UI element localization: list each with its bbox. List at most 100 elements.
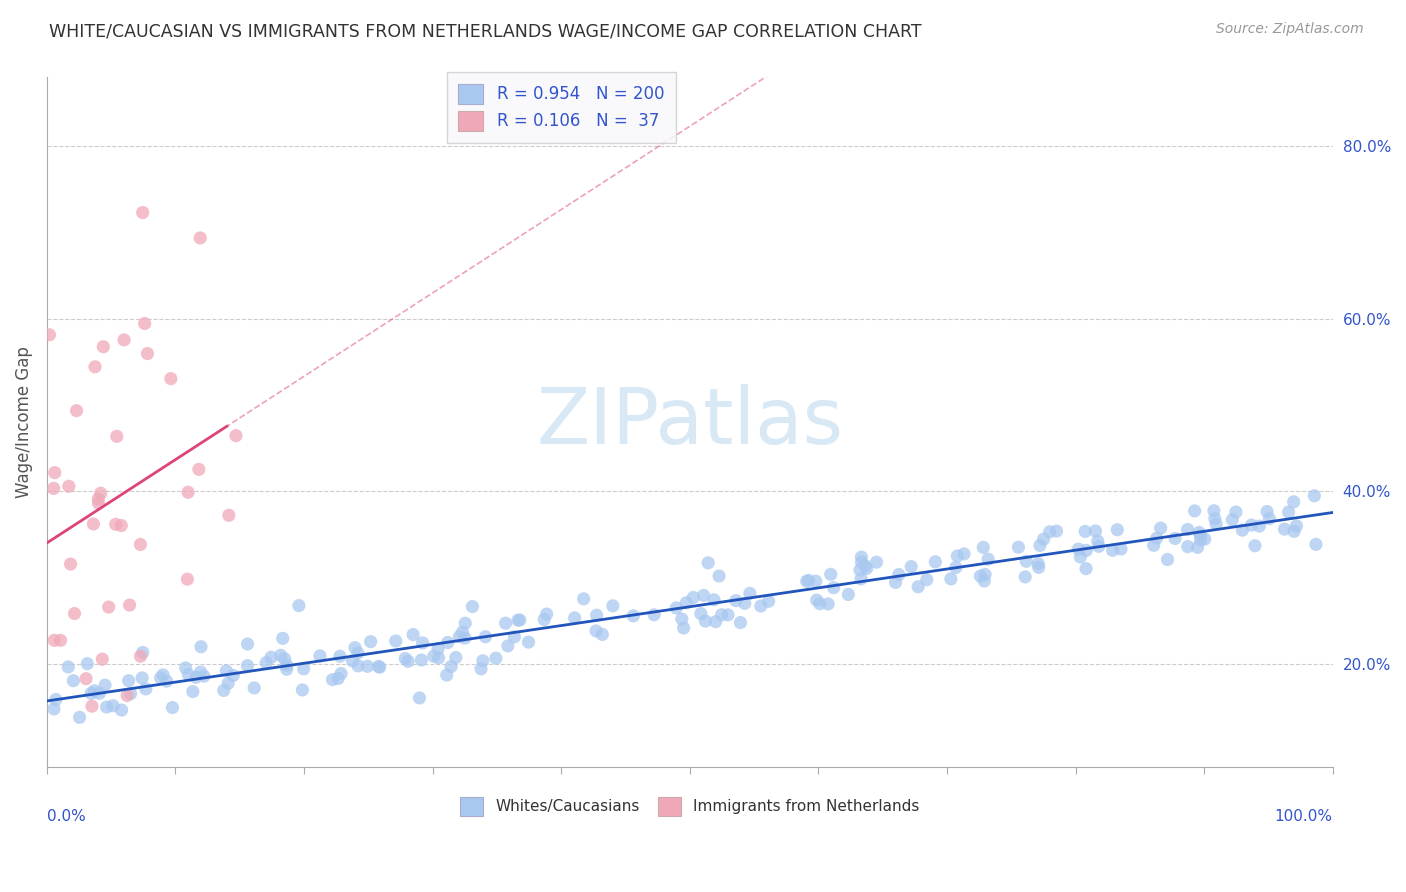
Point [1087,534,1109,549]
Point [162,700,184,714]
Point [884,575,907,590]
Point [436,668,458,682]
Point [215,664,238,678]
Point [411,653,433,667]
Point [190,665,212,679]
Point [1029,538,1052,552]
Point [1074,524,1097,539]
Point [160,372,183,386]
Point [49,633,72,648]
Point [1087,539,1109,553]
Point [63,607,86,621]
Point [671,612,693,626]
Point [703,592,725,607]
Point [692,589,714,603]
Point [1032,532,1054,546]
Point [1249,519,1271,533]
Point [436,635,458,649]
Point [155,674,177,689]
Point [87,491,110,506]
Point [188,231,211,245]
Point [682,591,704,605]
Text: ZIPatlas: ZIPatlas [536,384,844,460]
Point [1277,505,1299,519]
Text: WHITE/CAUCASIAN VS IMMIGRANTS FROM NETHERLANDS WAGE/INCOME GAP CORRELATION CHART: WHITE/CAUCASIAN VS IMMIGRANTS FROM NETHE… [49,22,922,40]
Point [110,703,132,717]
Point [454,631,477,645]
Point [621,608,644,623]
Point [823,581,845,595]
Point [1187,541,1209,555]
Point [1303,489,1326,503]
Point [1109,541,1132,556]
Point [509,613,531,627]
Point [118,598,141,612]
Text: Source: ZipAtlas.com: Source: ZipAtlas.com [1216,22,1364,37]
Point [427,651,450,665]
Point [915,573,938,587]
Point [91,652,114,666]
Point [83,683,105,698]
Point [1007,541,1029,555]
Point [84,359,107,374]
Point [707,569,730,583]
Point [292,662,315,676]
Point [76,657,98,671]
Point [1189,533,1212,548]
Point [924,555,946,569]
Point [89,686,111,700]
Point [689,607,711,621]
Point [806,593,828,607]
Point [132,646,155,660]
Point [343,640,366,655]
Point [152,668,174,682]
Point [1225,505,1247,519]
Point [796,574,818,589]
Point [717,607,740,622]
Point [564,611,586,625]
Point [193,669,215,683]
Point [105,429,128,443]
Point [440,659,463,673]
Point [939,572,962,586]
Point [506,613,529,627]
Point [385,634,408,648]
Point [91,340,114,354]
Point [177,485,200,500]
Point [969,569,991,583]
Point [129,537,152,551]
Point [724,593,747,607]
Point [174,661,197,675]
Point [360,634,382,648]
Point [135,681,157,696]
Point [974,567,997,582]
Point [1202,504,1225,518]
Point [69,710,91,724]
Point [120,687,142,701]
Point [412,636,434,650]
Legend: Whites/Caucasians, Immigrants from Netherlands: Whites/Caucasians, Immigrants from Nethe… [454,791,925,822]
Point [347,646,370,660]
Point [423,649,446,664]
Point [887,567,910,582]
Point [177,667,200,681]
Point [187,462,209,476]
Point [444,650,467,665]
Point [808,597,831,611]
Point [80,686,103,700]
Point [1244,539,1267,553]
Point [1240,518,1263,533]
Point [270,648,292,663]
Point [837,587,859,601]
Point [62,673,84,688]
Point [973,574,995,588]
Point [585,624,607,638]
Point [851,550,873,565]
Point [695,614,717,628]
Point [329,649,352,664]
Point [1177,523,1199,537]
Point [58,660,80,674]
Point [602,599,624,613]
Point [1205,517,1227,532]
Point [112,333,135,347]
